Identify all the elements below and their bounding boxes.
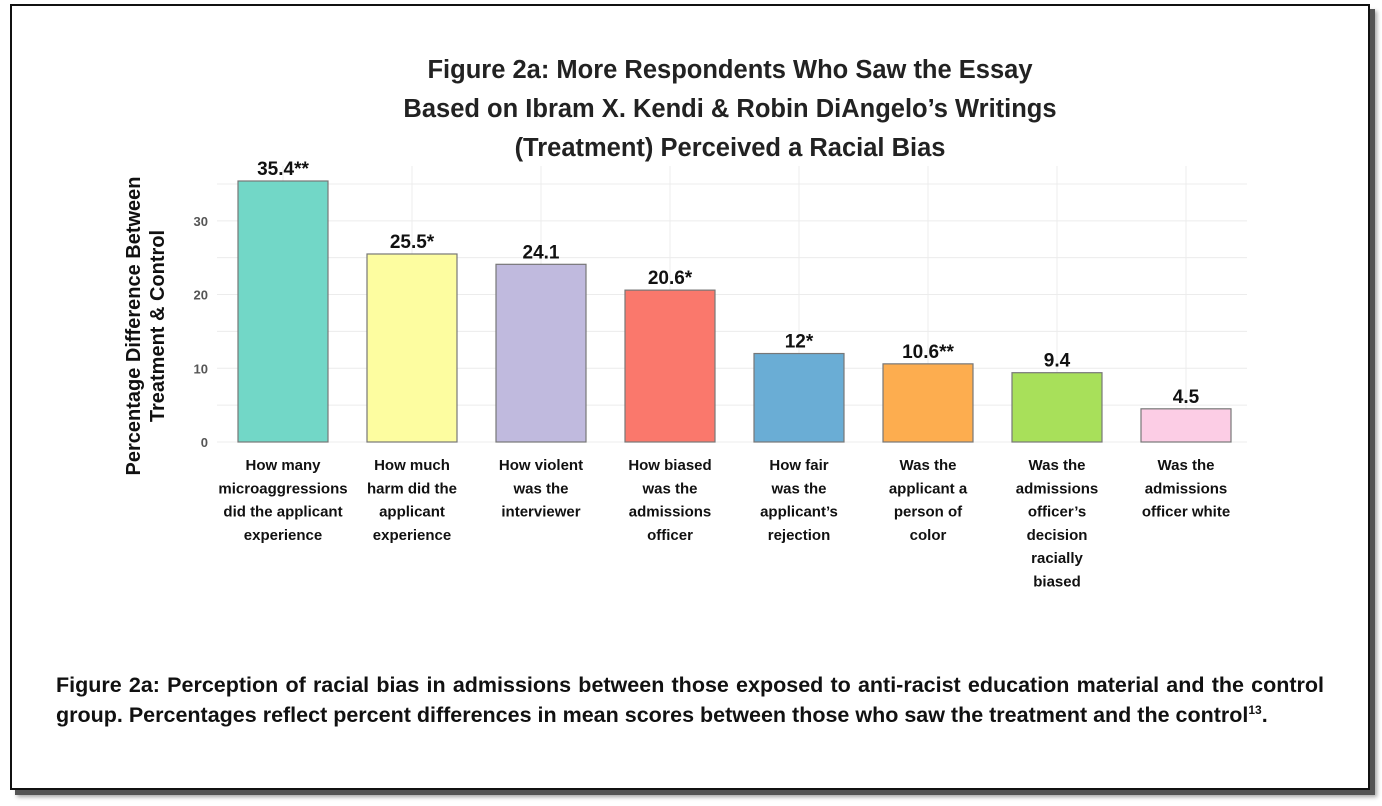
category-label-line: color xyxy=(910,527,947,544)
bar-value-labels: 35.4** 25.5* 24.1 20.6* 12* 10.6** 9.4 4.5 xyxy=(257,159,1200,408)
figure-frame: Figure 2a: More Respondents Who Saw the … xyxy=(10,4,1370,790)
category-label-line: How fair xyxy=(769,457,828,474)
y-tick-30: 30 xyxy=(194,214,208,229)
category-label-line: microaggressions xyxy=(218,480,347,497)
category-label-line: officer’s xyxy=(1028,504,1086,521)
bar-4 xyxy=(624,289,716,443)
category-label-6: Was the applicant a person of color xyxy=(889,457,968,544)
bar-2 xyxy=(366,253,458,443)
title-line-2: Based on Ibram X. Kendi & Robin DiAngelo… xyxy=(403,95,1056,123)
category-label-2: How much harm did the applicant experience xyxy=(367,457,457,544)
y-tick-0: 0 xyxy=(201,435,208,450)
category-label-line: experience xyxy=(373,527,451,544)
category-label-line: experience xyxy=(244,527,322,544)
bar-value-label-2: 25.5* xyxy=(390,232,435,253)
category-label-1: How many microaggressions did the applican… xyxy=(218,457,347,544)
bar-value-label-5: 12* xyxy=(785,332,814,353)
bar-value-label-3: 24.1 xyxy=(523,242,560,263)
title-line-1: Figure 2a: More Respondents Who Saw the … xyxy=(427,56,1033,84)
y-axis-ticks: 0 10 20 30 xyxy=(194,214,208,450)
category-label-line: How biased xyxy=(628,457,711,474)
category-label-line: interviewer xyxy=(501,504,580,521)
bar-1 xyxy=(237,180,329,443)
category-label-line: Was the xyxy=(1029,457,1086,474)
category-label-line: was the xyxy=(512,480,568,497)
category-label-line: admissions xyxy=(1145,480,1228,497)
category-label-line: How violent xyxy=(499,457,583,474)
category-label-line: Was the xyxy=(1158,457,1215,474)
category-label-3: How violent was the interviewer xyxy=(499,457,583,521)
category-label-8: Was the admissions officer white xyxy=(1142,457,1230,521)
y-axis-label-line-1: Percentage Difference Between xyxy=(123,176,145,475)
category-label-line: was the xyxy=(641,480,697,497)
category-label-line: decision xyxy=(1027,527,1088,544)
category-label-line: did the applicant xyxy=(223,504,342,521)
category-label-line: How many xyxy=(245,457,321,474)
category-label-line: Was the xyxy=(900,457,957,474)
bar-8 xyxy=(1140,408,1232,443)
y-axis-label-line-2: Treatment & Control xyxy=(147,230,169,422)
category-label-line: officer xyxy=(647,527,693,544)
category-label-line: admissions xyxy=(1016,480,1099,497)
category-label-line: admissions xyxy=(629,504,712,521)
y-tick-10: 10 xyxy=(194,361,208,376)
x-axis-categories: How many microaggressions did the applican… xyxy=(218,457,1230,591)
category-label-line: harm did the xyxy=(367,480,457,497)
bar-value-label-1: 35.4** xyxy=(257,159,309,180)
category-label-4: How biased was the admissions officer xyxy=(628,457,711,544)
bar-5 xyxy=(753,352,845,443)
category-label-line: applicant’s xyxy=(760,504,838,521)
category-label-line: officer white xyxy=(1142,504,1230,521)
category-label-line: applicant xyxy=(379,504,445,521)
figure-caption: Figure 2a: Perception of racial bias in … xyxy=(56,670,1324,730)
category-label-line: biased xyxy=(1033,574,1081,591)
category-label-line: How much xyxy=(374,457,450,474)
bar-6 xyxy=(882,363,974,443)
title-line-3: (Treatment) Perceived a Racial Bias xyxy=(515,134,946,162)
bars xyxy=(237,180,1232,443)
category-label-line: rejection xyxy=(768,527,831,544)
bar-value-label-8: 4.5 xyxy=(1173,387,1200,408)
caption-text: Figure 2a: Perception of racial bias in … xyxy=(56,673,1324,727)
bar-value-label-7: 9.4 xyxy=(1044,351,1071,372)
bar-value-label-6: 10.6** xyxy=(902,342,954,363)
bar-7 xyxy=(1011,372,1103,443)
chart-title: Figure 2a: More Respondents Who Saw the … xyxy=(403,56,1056,162)
y-axis-label: Percentage Difference Between Treatment &… xyxy=(123,176,169,475)
caption-footnote: 13 xyxy=(1248,702,1262,717)
category-label-5: How fair was the applicant’s rejection xyxy=(760,457,838,544)
category-label-line: applicant a xyxy=(889,480,968,497)
category-label-7: Was the admissions officer’s decision racial… xyxy=(1016,457,1099,591)
bar-value-label-4: 20.6* xyxy=(648,268,693,289)
bar-3 xyxy=(495,263,587,443)
y-tick-20: 20 xyxy=(194,288,208,303)
category-label-line: was the xyxy=(770,480,826,497)
caption-end: . xyxy=(1261,703,1268,727)
category-label-line: person of xyxy=(894,504,963,521)
bar-chart: Figure 2a: More Respondents Who Saw the … xyxy=(123,56,1247,591)
category-label-line: racially xyxy=(1031,550,1083,567)
